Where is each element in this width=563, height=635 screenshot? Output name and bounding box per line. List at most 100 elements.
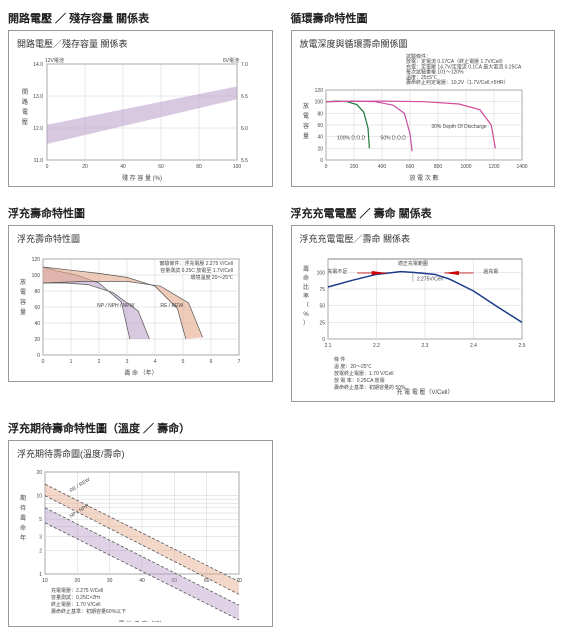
svg-text:60: 60 <box>158 164 164 170</box>
panel2-chart: 試驗條件：放電：定電流 0.17CA（終止電壓 1.7V/Cell）充電：定電壓… <box>298 52 538 182</box>
svg-text:2: 2 <box>98 359 101 365</box>
svg-text:30: 30 <box>107 578 113 584</box>
svg-text:率: 率 <box>302 292 308 300</box>
panel3-box: 浮充壽命特性圖 01234567020406080100120實驗條件：浮充電壓… <box>8 225 273 382</box>
svg-text:待: 待 <box>20 504 26 512</box>
svg-text:1: 1 <box>39 572 42 578</box>
svg-text:60: 60 <box>317 123 323 129</box>
svg-text:50% D.O.D: 50% D.O.D <box>380 136 406 142</box>
panel5-title: 浮充期待壽命特性圖（溫度 ／ 壽命） <box>8 420 273 436</box>
svg-text:電 池 溫 度（℃）: 電 池 溫 度（℃） <box>118 620 165 622</box>
svg-text:120: 120 <box>32 257 41 263</box>
svg-text:壽: 壽 <box>302 265 308 273</box>
svg-text:充電電壓：2.275 V/Cell: 充電電壓：2.275 V/Cell <box>51 587 103 594</box>
svg-text:10: 10 <box>42 578 48 584</box>
svg-text:條 件: 條 件 <box>334 356 345 363</box>
svg-text:NP / NPH / NPW: NP / NPH / NPW <box>97 303 135 309</box>
svg-text:60: 60 <box>34 305 40 311</box>
svg-text:100% D.O.D: 100% D.O.D <box>337 136 365 142</box>
svg-text:4: 4 <box>154 359 157 365</box>
svg-text:2.5: 2.5 <box>518 343 525 349</box>
svg-text:電: 電 <box>302 113 308 120</box>
svg-text:1000: 1000 <box>460 164 471 170</box>
svg-text:RE / REW: RE / REW <box>69 477 92 494</box>
svg-text:200: 200 <box>349 164 358 170</box>
svg-text:40: 40 <box>139 578 145 584</box>
svg-text:年: 年 <box>20 534 26 542</box>
svg-text:期: 期 <box>20 494 26 502</box>
panel1-title: 開路電壓 ／ 殘存容量 關係表 <box>8 10 273 26</box>
svg-text:1200: 1200 <box>488 164 499 170</box>
svg-text:壽命終止基準：初期容量的 50%: 壽命終止基準：初期容量的 50% <box>334 384 406 391</box>
svg-text:6V電池: 6V電池 <box>223 57 239 64</box>
svg-text:容: 容 <box>20 298 26 306</box>
svg-text:40: 40 <box>120 164 126 170</box>
svg-text:600: 600 <box>405 164 414 170</box>
svg-text:路: 路 <box>22 98 28 106</box>
svg-text:2.275V/Cell: 2.275V/Cell <box>416 276 442 282</box>
panel3-chart: 01234567020406080100120實驗條件：浮充電壓 2.275 V… <box>15 247 255 377</box>
panel1-subtitle: 開路電壓／殘存容量 關係表 <box>17 37 266 50</box>
svg-text:0: 0 <box>320 158 323 164</box>
svg-text:7.0: 7.0 <box>241 62 248 68</box>
panel5-chart: 1020304050607012351020RE / REWNP / NPH充電… <box>15 462 255 622</box>
svg-text:13.0: 13.0 <box>33 94 43 100</box>
panel5-box: 浮充期待壽命圖(溫度/壽命) 1020304050607012351020RE … <box>8 440 273 627</box>
panel-cycle-life: 循環壽命特性圖 放電深度與循環壽命關係圖 試驗條件：放電：定電流 0.17CA（… <box>291 8 556 187</box>
svg-text:1400: 1400 <box>516 164 527 170</box>
panel3-subtitle: 浮充壽命特性圖 <box>17 232 266 245</box>
panel-float-life: 浮充壽命特性圖 浮充壽命特性圖 01234567020406080100120實… <box>8 203 273 402</box>
svg-text:3: 3 <box>39 535 42 541</box>
svg-text:100: 100 <box>314 100 323 106</box>
svg-text:0: 0 <box>324 164 327 170</box>
panel-temp-life: 浮充期待壽命特性圖（溫度 ／ 壽命） 浮充期待壽命圖(溫度/壽命) 102030… <box>8 418 273 627</box>
panel2-box: 放電深度與循環壽命關係圖 試驗條件：放電：定電流 0.17CA（終止電壓 1.7… <box>291 30 556 187</box>
svg-text:12V電池: 12V電池 <box>45 57 64 64</box>
svg-text:放: 放 <box>302 102 308 110</box>
svg-text:11.0: 11.0 <box>34 158 44 164</box>
svg-text:壽: 壽 <box>20 514 26 522</box>
svg-text:100: 100 <box>233 164 242 170</box>
svg-text:量: 量 <box>302 133 308 140</box>
svg-text:（: （ <box>302 302 308 309</box>
svg-text:6.5: 6.5 <box>241 94 248 100</box>
panel1-chart: 02040608010011.05.512.06.013.06.514.07.0… <box>15 52 255 182</box>
svg-text:2.4: 2.4 <box>470 343 477 349</box>
svg-text:放 電 率：0.25CA 放電: 放 電 率：0.25CA 放電 <box>334 377 385 384</box>
svg-text:14.0: 14.0 <box>33 62 43 68</box>
panel4-chart: 2.12.22.32.42.50255075100適正充電範圍充電不足過充電2.… <box>298 247 538 397</box>
svg-text:實驗條件：浮充電壓 2.275 V/Cell: 實驗條件：浮充電壓 2.275 V/Cell <box>159 260 233 267</box>
svg-text:20: 20 <box>34 337 40 343</box>
svg-text:2.1: 2.1 <box>324 343 331 349</box>
svg-text:7: 7 <box>238 359 241 365</box>
svg-text:溫 度：20～25℃: 溫 度：20～25℃ <box>334 363 372 370</box>
svg-text:）: ） <box>302 320 308 327</box>
svg-text:2.3: 2.3 <box>421 343 428 349</box>
svg-text:電: 電 <box>22 109 28 116</box>
svg-text:命: 命 <box>302 274 308 282</box>
svg-text:30% Depth Of Discharge: 30% Depth Of Discharge <box>431 124 487 130</box>
svg-text:電: 電 <box>20 289 26 296</box>
svg-text:開: 開 <box>22 89 28 96</box>
svg-text:充 電 電 壓（V/Cell）: 充 電 電 壓（V/Cell） <box>396 388 453 396</box>
svg-text:量: 量 <box>20 309 26 316</box>
svg-text:25: 25 <box>319 320 325 326</box>
svg-text:放 電 次 數: 放 電 次 數 <box>409 174 438 182</box>
panel2-subtitle: 放電深度與循環壽命關係圖 <box>300 37 549 50</box>
svg-text:過充電: 過充電 <box>483 268 498 275</box>
svg-text:充電不足: 充電不足 <box>327 268 347 275</box>
panel2-title: 循環壽命特性圖 <box>291 10 556 26</box>
svg-text:120: 120 <box>314 88 323 94</box>
svg-text:100: 100 <box>316 270 325 276</box>
svg-text:2: 2 <box>39 548 42 554</box>
svg-text:%: % <box>303 312 309 318</box>
svg-text:80: 80 <box>317 111 323 117</box>
svg-text:6: 6 <box>210 359 213 365</box>
svg-text:壽 命 （年）: 壽 命 （年） <box>124 369 157 377</box>
svg-text:2.2: 2.2 <box>373 343 380 349</box>
svg-text:壽命終止基準：初期容量60%以下: 壽命終止基準：初期容量60%以下 <box>51 608 126 615</box>
svg-text:1: 1 <box>70 359 73 365</box>
svg-text:容: 容 <box>302 122 308 130</box>
svg-text:12.0: 12.0 <box>33 126 43 132</box>
svg-text:20: 20 <box>317 146 323 152</box>
